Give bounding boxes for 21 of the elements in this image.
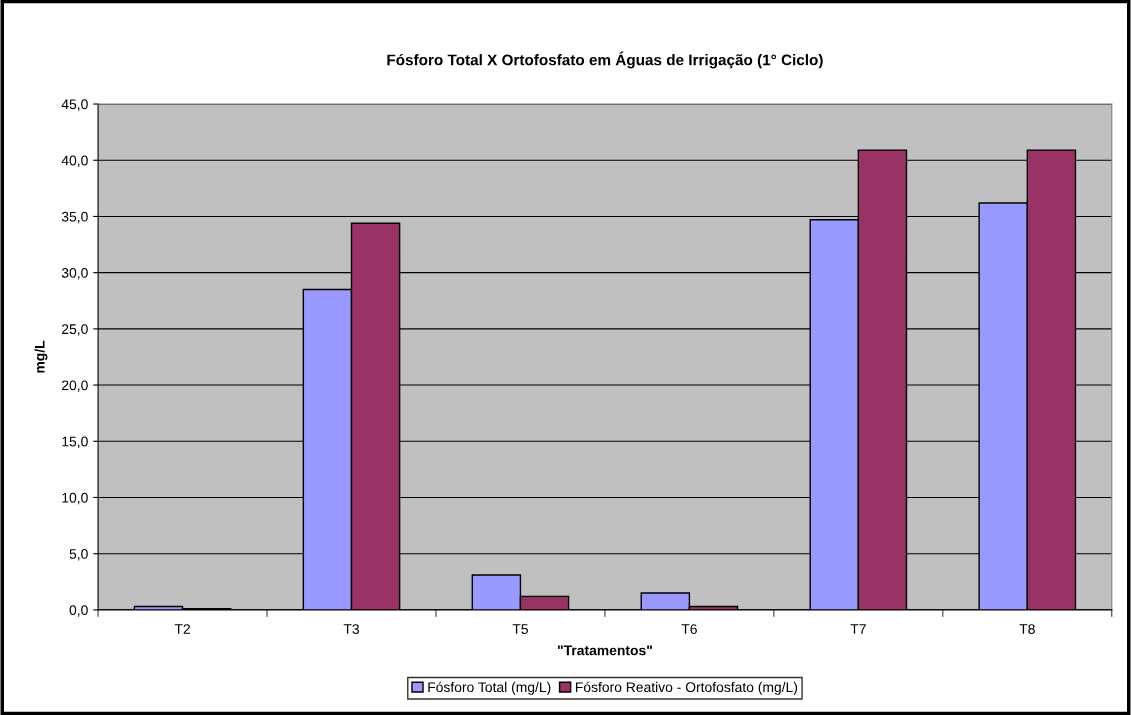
- legend-label: Fósforo Total (mg/L): [428, 681, 551, 695]
- y-tick-label: 15,0: [62, 436, 88, 449]
- x-tick-label: T2: [174, 624, 190, 634]
- x-tick-label: T5: [512, 624, 528, 634]
- x-axis-title: "Tratamentos": [557, 645, 652, 656]
- x-tick-label: T3: [343, 624, 359, 634]
- y-axis-title: mg/L: [34, 340, 48, 373]
- x-tick-label: T8: [1019, 624, 1035, 634]
- legend-label: Fósforo Reativo - Ortofosfato (mg/L): [575, 681, 798, 695]
- y-tick-label: 45,0: [61, 99, 88, 111]
- y-tick-label: 10,0: [62, 492, 88, 505]
- x-tick-label: T6: [681, 624, 697, 634]
- chart-title: Fósforo Total X Ortofosfato em Águas de Irrigação (1° Ciclo): [387, 51, 823, 69]
- y-tick-label: 25,0: [62, 324, 88, 336]
- x-tick-label: T7: [850, 624, 866, 634]
- y-tick-label: 0,0: [69, 605, 88, 617]
- y-tick-label: 40,0: [61, 155, 88, 168]
- y-tick-label: 20,0: [62, 380, 88, 392]
- y-tick-label: 35,0: [61, 211, 88, 224]
- y-tick-label: 30,0: [61, 267, 88, 280]
- y-tick-label: 5,0: [69, 549, 88, 561]
